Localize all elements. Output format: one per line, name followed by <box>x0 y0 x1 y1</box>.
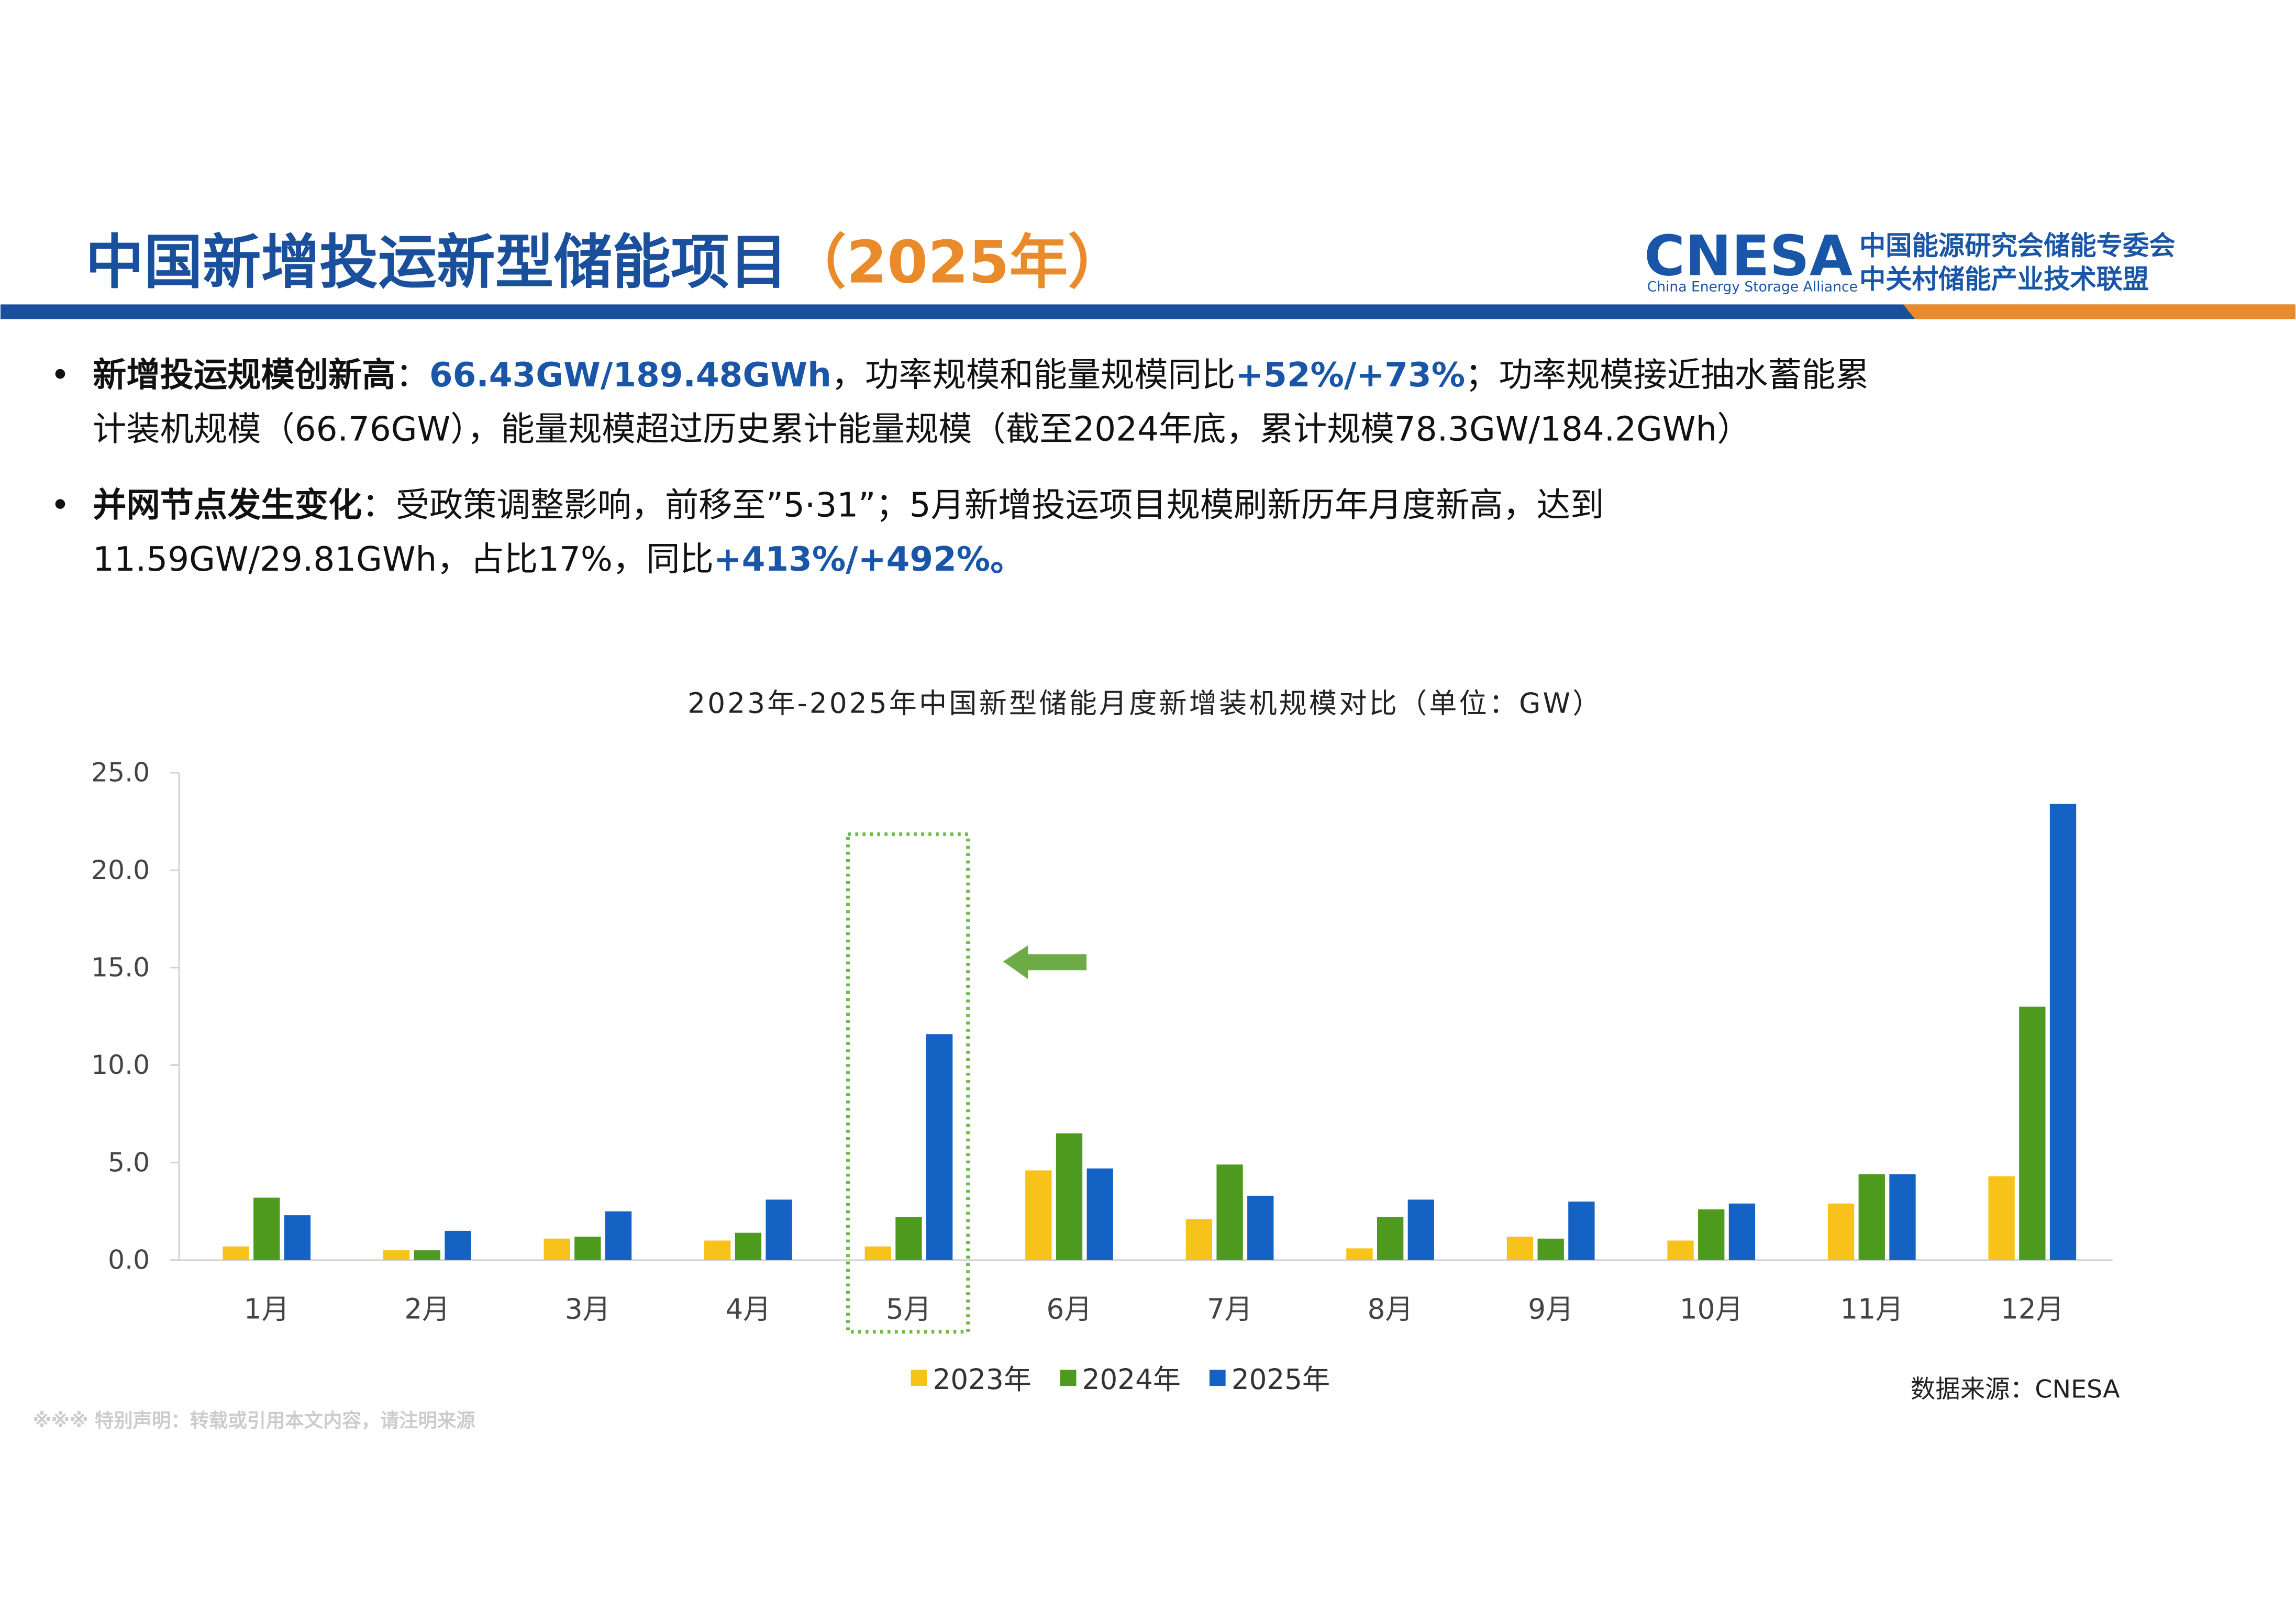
x-tick-label: 4月 <box>725 1293 771 1326</box>
y-tick-label: 25.0 <box>91 757 150 788</box>
arrow <box>1003 945 1087 980</box>
y-tick-label: 10.0 <box>91 1049 150 1080</box>
disclaimer: ※※※ 特别声明：转载或引用本文内容，请注明来源 <box>32 1409 475 1431</box>
bar <box>895 1217 922 1260</box>
bar <box>1506 1237 1534 1260</box>
y-tick-label: 15.0 <box>91 952 150 983</box>
bar <box>574 1237 601 1260</box>
chart-title: 2023年-2025年中国新型储能月度新增装机规模对比（单位：GW） <box>687 687 1602 719</box>
bar <box>1827 1203 1855 1260</box>
bar <box>1185 1219 1213 1260</box>
highlight: 66.43GW/189.48GWh <box>429 355 831 395</box>
bar <box>1377 1217 1404 1260</box>
y-tick-label: 0.0 <box>108 1244 150 1275</box>
bar <box>926 1034 953 1260</box>
legend-swatch <box>1060 1370 1077 1386</box>
title-year: （2025年） <box>788 228 1127 296</box>
source: 数据来源：CNESA <box>1911 1375 2120 1404</box>
bar <box>1568 1202 1595 1260</box>
y-tick-label: 20.0 <box>91 854 150 885</box>
x-tick-label: 6月 <box>1047 1293 1092 1326</box>
title-main: 中国新增投运新型储能项目 <box>85 228 788 296</box>
bullet-dot: • <box>50 355 70 395</box>
bullet-label: 并网节点发生变化 <box>93 486 362 525</box>
bar <box>1407 1199 1434 1260</box>
bar <box>1025 1170 1052 1260</box>
bar <box>1056 1133 1083 1260</box>
legend-label: 2024年 <box>1082 1363 1181 1396</box>
legend-swatch <box>911 1370 927 1386</box>
x-tick-label: 7月 <box>1207 1293 1252 1326</box>
legend-swatch <box>1209 1370 1226 1386</box>
text: ：受政策调整影响，前移至”5·31”；5月新增投运项目规模刷新历年月度新高，达到 <box>362 486 1604 525</box>
bar <box>1858 1174 1885 1260</box>
x-tick-label: 12月 <box>2001 1293 2064 1326</box>
bar <box>766 1199 792 1260</box>
bar <box>1537 1238 1564 1260</box>
bar <box>223 1246 249 1260</box>
bar <box>1728 1203 1756 1260</box>
x-tick-label: 1月 <box>244 1293 290 1326</box>
bar <box>284 1215 311 1260</box>
logo-cn: 中国能源研究会储能专委会 <box>1859 230 2176 261</box>
text: ，功率规模和能量规模同比 <box>831 355 1235 395</box>
text: ；功率规模接近抽水蓄能累 <box>1465 355 1869 395</box>
legend-label: 2025年 <box>1232 1363 1330 1396</box>
bullet-line: 11.59GW/29.81GWh，占比17%，同比+413%/+492%。 <box>93 540 1024 579</box>
x-tick-label: 11月 <box>1840 1293 1903 1326</box>
bullet-dot: • <box>50 486 70 525</box>
legend-label: 2023年 <box>933 1363 1031 1396</box>
bar <box>414 1250 440 1260</box>
x-tick-label: 3月 <box>565 1293 611 1326</box>
x-tick-label: 10月 <box>1680 1293 1743 1326</box>
x-tick-label: 2月 <box>404 1293 450 1326</box>
bullet-label: 新增投运规模创新高 <box>93 355 396 395</box>
x-tick-label: 8月 <box>1368 1293 1413 1326</box>
bar <box>1216 1164 1243 1260</box>
bar <box>864 1246 891 1260</box>
highlight: +52%/+73% <box>1235 355 1465 395</box>
highlight-box <box>846 832 970 1334</box>
bar <box>2049 804 2077 1260</box>
logo: CNESA <box>1644 224 1853 289</box>
bar <box>2019 1006 2046 1260</box>
highlight: +413%/+492%。 <box>714 540 1024 579</box>
bullet-line: 新增投运规模创新高：66.43GW/189.48GWh，功率规模和能量规模同比+… <box>93 355 1869 395</box>
x-tick-label: 9月 <box>1528 1293 1573 1326</box>
bar <box>1988 1176 2015 1260</box>
bar <box>544 1238 570 1260</box>
bar <box>1889 1174 1916 1260</box>
logo-cn: 中关村储能产业技术联盟 <box>1859 264 2149 295</box>
slide-title: 中国新增投运新型储能项目（2025年） <box>85 228 1126 296</box>
bullet-line: 计装机规模（66.76GW），能量规模超过历史累计能量规模（截至2024年底，累… <box>93 409 1750 449</box>
bar <box>1086 1168 1113 1260</box>
bar <box>1667 1240 1694 1260</box>
bullet-line: 并网节点发生变化：受政策调整影响，前移至”5·31”；5月新增投运项目规模刷新历… <box>93 486 1604 525</box>
text: 11.59GW/29.81GWh，占比17%，同比 <box>93 540 714 579</box>
text: ： <box>396 355 429 395</box>
bar <box>1247 1195 1274 1260</box>
bar <box>1346 1248 1373 1260</box>
x-tick-label: 5月 <box>886 1293 931 1326</box>
bar <box>704 1240 731 1260</box>
bar <box>445 1230 471 1260</box>
bar <box>383 1250 410 1260</box>
bar <box>735 1232 762 1260</box>
header-accent <box>1903 304 2296 319</box>
logo-en: China Energy Storage Alliance <box>1647 279 1858 295</box>
chart: 0.0 5.0 10.0 15.0 20.0 25.0 1月 2月 3月 4月 5月 6月 7月 8月 9月… <box>91 757 2113 1396</box>
y-tick-label: 5.0 <box>108 1147 150 1177</box>
bar <box>1698 1209 1725 1260</box>
bar <box>605 1211 632 1260</box>
bar <box>253 1197 280 1260</box>
